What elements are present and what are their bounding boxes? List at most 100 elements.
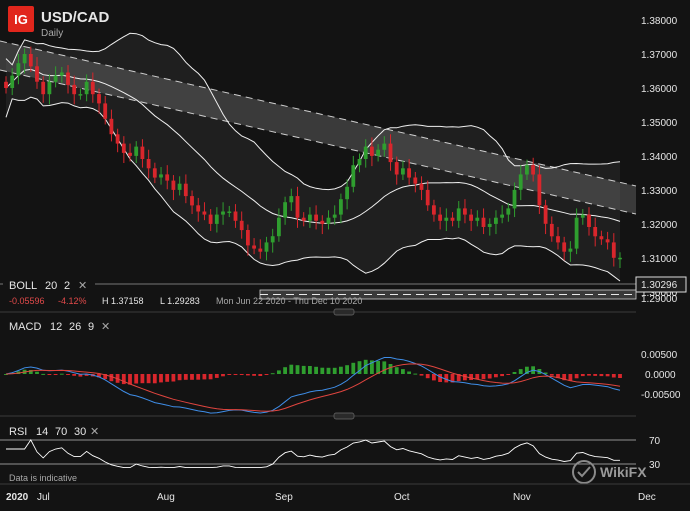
macd-histogram-bar: [134, 374, 139, 384]
macd-histogram-bar: [500, 374, 504, 377]
boll-param-dev: 2: [64, 280, 70, 292]
candle-body: [463, 208, 467, 215]
candle-body: [28, 54, 33, 67]
wikifx-watermark: WikiFX: [572, 460, 647, 484]
candle-body: [159, 174, 163, 178]
candle-body: [370, 146, 374, 156]
candle-body: [388, 143, 393, 163]
candle-body: [115, 134, 120, 144]
candle-body: [357, 159, 362, 166]
candle-body: [308, 214, 312, 221]
macd-histogram-bar: [401, 369, 405, 374]
macd-histogram-bar: [556, 374, 560, 379]
candle-body: [283, 202, 287, 218]
macd-histogram-bar: [512, 372, 517, 374]
bollinger-fill: [6, 33, 620, 281]
candle-body: [475, 217, 480, 221]
rsi-remove-icon[interactable]: ✕: [90, 426, 99, 438]
macd-histogram-bar: [264, 374, 269, 375]
candle-body: [35, 66, 39, 82]
macd-label: MACD: [9, 321, 41, 333]
macd-histogram-bar: [618, 374, 622, 378]
macd-histogram-bar: [103, 374, 108, 380]
bollinger-lower: [5, 96, 621, 282]
macd-histogram-bar: [494, 374, 498, 378]
ig-logo-text: IG: [14, 12, 28, 27]
price-tick: 1.36000: [641, 84, 678, 95]
time-label: Nov: [513, 492, 531, 503]
candle-body: [190, 196, 194, 206]
candle-body: [376, 149, 380, 156]
time-label: Aug: [157, 492, 175, 503]
channel-upper-line: [0, 40, 637, 187]
time-label: Oct: [394, 492, 410, 503]
price-tick: 1.33000: [641, 186, 678, 197]
candle-body: [128, 152, 132, 156]
macd-remove-icon[interactable]: ✕: [101, 321, 110, 333]
time-label: 2020: [6, 492, 29, 503]
macd-histogram-bar: [208, 374, 213, 380]
rsi-tick: 30: [649, 460, 661, 471]
candle-body: [413, 177, 418, 184]
candle-body: [537, 174, 542, 206]
candle-body: [580, 214, 585, 218]
macd-histogram-bar: [270, 373, 275, 375]
macd-histogram-bar: [432, 374, 436, 381]
candle-body: [593, 227, 598, 237]
price-tick: 1.37000: [641, 50, 678, 61]
boll-change-pct: -4.12%: [58, 296, 87, 306]
macd-histogram-bar: [450, 374, 455, 383]
candle-body: [382, 143, 387, 150]
panel-resize-handle[interactable]: [333, 308, 355, 316]
candle-body: [456, 208, 461, 221]
candle-body: [574, 217, 579, 249]
candle-body: [425, 189, 430, 206]
indicative-note: Data is indicative: [9, 473, 77, 483]
candle-body: [301, 217, 306, 221]
last-price-value: 1.30296: [641, 280, 678, 291]
macd-histogram-bar: [574, 374, 579, 379]
candle-body: [221, 211, 225, 215]
time-label: Jul: [37, 492, 50, 503]
candle-body: [568, 248, 573, 252]
candle-body: [611, 242, 616, 258]
candle-body: [97, 94, 101, 104]
candle-body: [562, 242, 567, 252]
ig-logo-icon: [8, 6, 34, 32]
candle-body: [84, 81, 89, 95]
macd-histogram-bar: [326, 367, 331, 374]
candle-body: [227, 211, 232, 213]
macd-histogram-bar: [152, 374, 157, 384]
macd-histogram-bar: [84, 374, 89, 376]
candle-body: [202, 211, 207, 215]
macd-histogram-bar: [456, 374, 461, 382]
macd-histogram-bar: [475, 374, 480, 380]
macd-histogram-bar: [190, 374, 194, 380]
candle-body: [506, 208, 511, 215]
candle-body: [214, 214, 219, 224]
candle-body: [531, 165, 535, 175]
macd-histogram-bar: [314, 366, 318, 374]
macd-histogram-bar: [109, 374, 114, 382]
macd-histogram-bar: [97, 374, 101, 378]
macd-histogram-bar: [351, 362, 356, 374]
macd-tick: -0.00500: [641, 390, 681, 401]
macd-histogram-bar: [518, 369, 523, 374]
macd-histogram-bar: [41, 373, 46, 375]
candle-body: [264, 242, 269, 252]
candle-body: [140, 146, 145, 159]
candle-body: [239, 220, 244, 231]
boll-high: H 1.37158: [102, 296, 144, 306]
candle-body: [41, 81, 46, 95]
rsi-label: RSI: [9, 426, 27, 438]
candle-body: [419, 183, 424, 190]
macd-histogram-bar: [605, 374, 610, 377]
panel-resize-handle[interactable]: [333, 412, 355, 420]
candle-body: [438, 214, 442, 221]
macd-histogram-bar: [549, 374, 554, 376]
boll-remove-icon[interactable]: ✕: [78, 280, 87, 292]
boll-low: L 1.29283: [160, 296, 200, 306]
macd-histogram-bar: [444, 374, 449, 383]
